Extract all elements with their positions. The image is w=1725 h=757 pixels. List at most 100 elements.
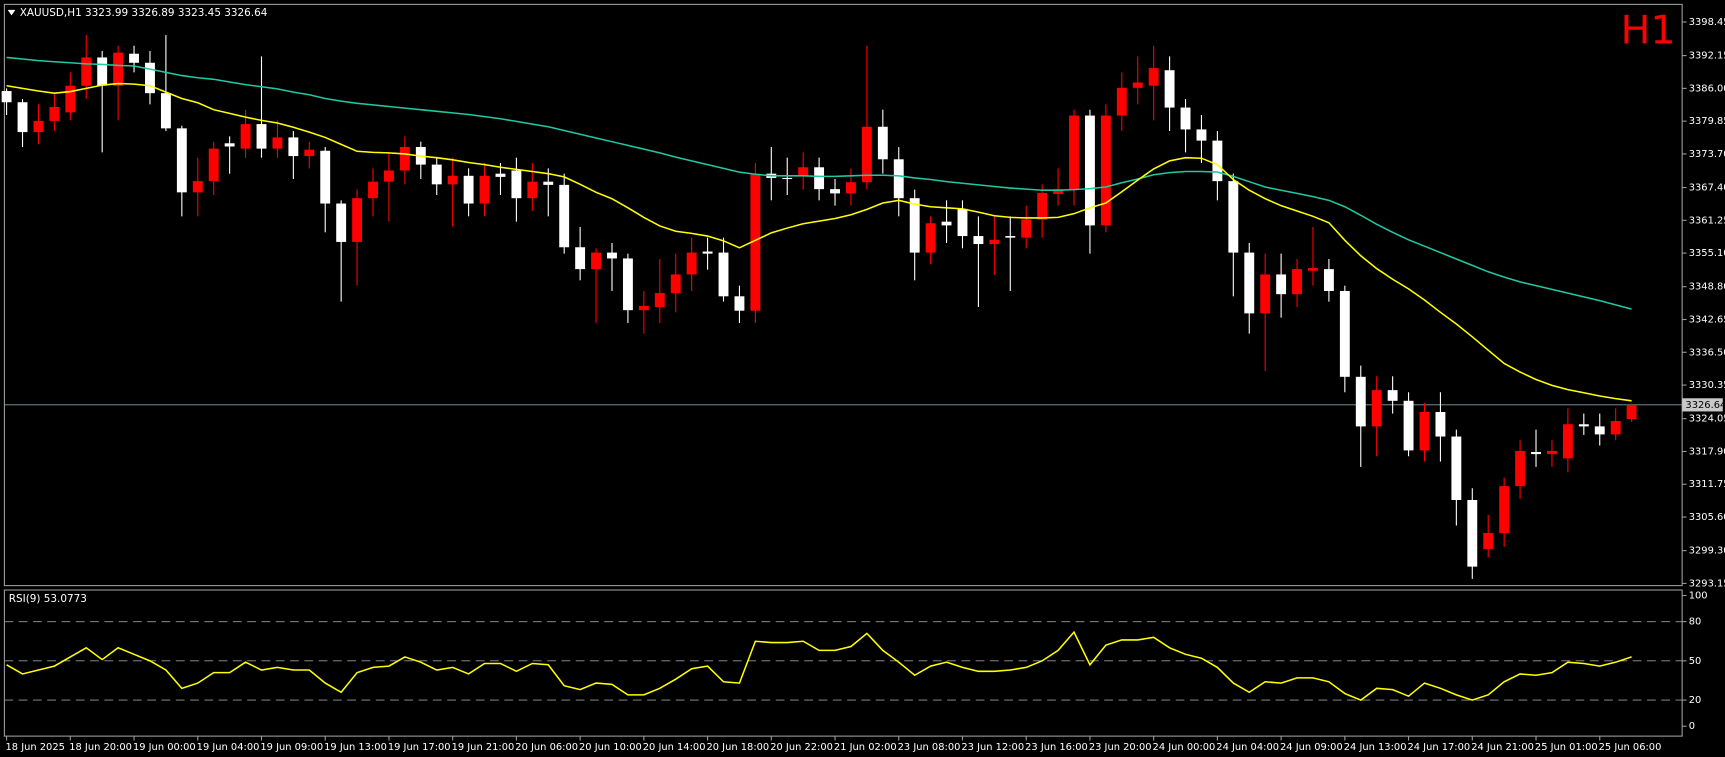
y-tick-label: 3324.05	[1689, 414, 1725, 425]
candle-body	[1467, 499, 1478, 567]
candle-body	[368, 181, 378, 199]
y-tick-label: 3348.80	[1689, 282, 1725, 293]
candle-body	[1148, 68, 1159, 86]
candle-body	[65, 85, 76, 113]
candle-body	[1021, 219, 1032, 238]
candle-body	[1, 91, 12, 103]
x-tick-label: 23 Jun 08:00	[898, 742, 961, 753]
y-tick-label: 3398.45	[1689, 17, 1725, 28]
candle-body	[1578, 424, 1589, 427]
candle-body	[1531, 451, 1541, 455]
candle-body	[160, 93, 171, 129]
x-tick-label: 25 Jun 06:00	[1599, 742, 1662, 753]
candle-body	[1308, 268, 1318, 271]
candle-body	[81, 57, 92, 86]
x-tick-label: 20 Jun 22:00	[770, 742, 833, 753]
y-tick-label: 3330.35	[1689, 380, 1725, 391]
rsi-title: RSI(9) 53.0773	[9, 593, 87, 605]
candle-body	[97, 57, 108, 86]
y-tick-label: 3386.00	[1689, 83, 1725, 94]
candle-body	[1323, 269, 1334, 291]
main-panel-frame	[3, 3, 1683, 587]
candle-body	[479, 175, 490, 204]
candle-body	[1100, 115, 1111, 226]
candle-body	[463, 175, 474, 204]
candle-body	[622, 258, 633, 311]
candle-body	[129, 53, 139, 63]
candle-body	[830, 189, 840, 194]
candle-body	[1053, 189, 1064, 194]
candle-body	[686, 252, 697, 275]
price-label: 3326.64	[1685, 400, 1725, 411]
candle-body	[113, 52, 124, 86]
y-tick-label: 3299.30	[1689, 546, 1725, 557]
candle-body	[495, 173, 506, 177]
x-tick-label: 20 Jun 18:00	[706, 742, 769, 753]
candle-body	[670, 274, 681, 294]
x-tick-label: 19 Jun 04:00	[197, 742, 260, 753]
candle-body	[256, 124, 267, 149]
x-tick-label: 23 Jun 20:00	[1089, 742, 1152, 753]
candle-body	[384, 170, 394, 182]
y-tick-label: 3342.65	[1689, 314, 1725, 325]
price-label-box	[1682, 398, 1723, 412]
candle-body	[654, 293, 665, 307]
candle-body	[176, 128, 187, 193]
candle-body	[1132, 82, 1143, 88]
y-tick-label: 3311.75	[1689, 479, 1725, 490]
candle-body	[352, 198, 363, 242]
candle-body	[1164, 70, 1175, 108]
x-tick-label: 24 Jun 00:00	[1153, 742, 1216, 753]
y-tick-label: 80	[1689, 617, 1702, 628]
x-tick-label: 18 Jun 20:00	[69, 742, 132, 753]
candle-body	[288, 137, 299, 157]
y-tick-label: 3373.70	[1689, 149, 1725, 160]
candle-body	[33, 120, 44, 133]
candle-body	[399, 147, 410, 171]
candle-body	[431, 164, 442, 185]
x-tick-label: 23 Jun 12:00	[961, 742, 1024, 753]
candle-body	[1228, 181, 1239, 253]
indicator-line	[6, 82, 1632, 402]
y-tick-label: 0	[1689, 721, 1695, 732]
candle-body	[1387, 390, 1398, 401]
chart-title: XAUUSD,H1 3323.99 3326.89 3323.45 3326.6…	[20, 7, 268, 19]
candle-body	[543, 181, 554, 185]
y-tick-label: 3317.90	[1689, 446, 1725, 457]
candle-body	[1069, 115, 1079, 190]
candle-body	[893, 159, 904, 199]
y-tick-label: 3336.50	[1689, 347, 1725, 358]
candle-body	[192, 181, 203, 193]
candle-body	[1037, 192, 1048, 220]
x-tick-label: 19 Jun 09:00	[260, 742, 323, 753]
candle-body	[1419, 412, 1430, 451]
x-tick-label: 24 Jun 04:00	[1216, 742, 1279, 753]
candle-body	[750, 173, 761, 311]
candle-body	[909, 198, 920, 253]
candle-body	[1499, 486, 1510, 534]
candle-body	[1355, 376, 1366, 427]
x-tick-label: 19 Jun 21:00	[452, 742, 515, 753]
candle-body	[638, 305, 649, 311]
candle-body	[447, 175, 458, 185]
x-tick-label: 24 Jun 13:00	[1344, 742, 1407, 753]
y-tick-label: 50	[1689, 656, 1702, 667]
y-tick-label: 3367.40	[1689, 183, 1725, 194]
indicator-line	[6, 630, 1632, 701]
candle-body	[941, 221, 952, 226]
y-tick-label: 3379.85	[1689, 116, 1725, 127]
candle-body	[527, 181, 538, 199]
candle-body	[511, 170, 522, 199]
candle-body	[1084, 115, 1095, 226]
candle-body	[208, 148, 219, 182]
x-tick-label: 19 Jun 17:00	[388, 742, 451, 753]
x-tick-label: 19 Jun 00:00	[133, 742, 196, 753]
x-tick-label: 18 Jun 2025	[5, 742, 64, 753]
candle-body	[1371, 390, 1382, 427]
y-tick-label: 100	[1689, 590, 1708, 601]
candle-body	[1435, 412, 1446, 437]
candle-body	[1180, 107, 1191, 130]
candle-body	[1005, 236, 1016, 238]
candle-body	[718, 252, 729, 297]
